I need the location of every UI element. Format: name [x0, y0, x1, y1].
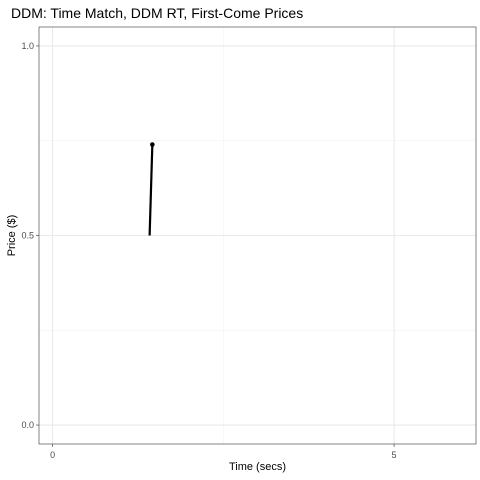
y-tick-label: 0.5 [21, 231, 34, 241]
axis-ticks: 0 5 0.0 0.5 1.0 [21, 41, 396, 460]
grid-lines [39, 27, 476, 444]
series-point [150, 142, 155, 147]
y-axis-label: Price ($) [6, 215, 18, 257]
x-axis-label: Time (secs) [229, 461, 286, 473]
chart-title: DDM: Time Match, DDM RT, First-Come Pric… [11, 5, 303, 21]
y-tick-label: 1.0 [21, 41, 34, 51]
x-tick-label: 5 [392, 450, 397, 460]
series-line [148, 144, 154, 236]
y-tick-label: 0.0 [21, 420, 34, 430]
x-tick-label: 0 [50, 450, 55, 460]
series-layer [148, 142, 155, 236]
